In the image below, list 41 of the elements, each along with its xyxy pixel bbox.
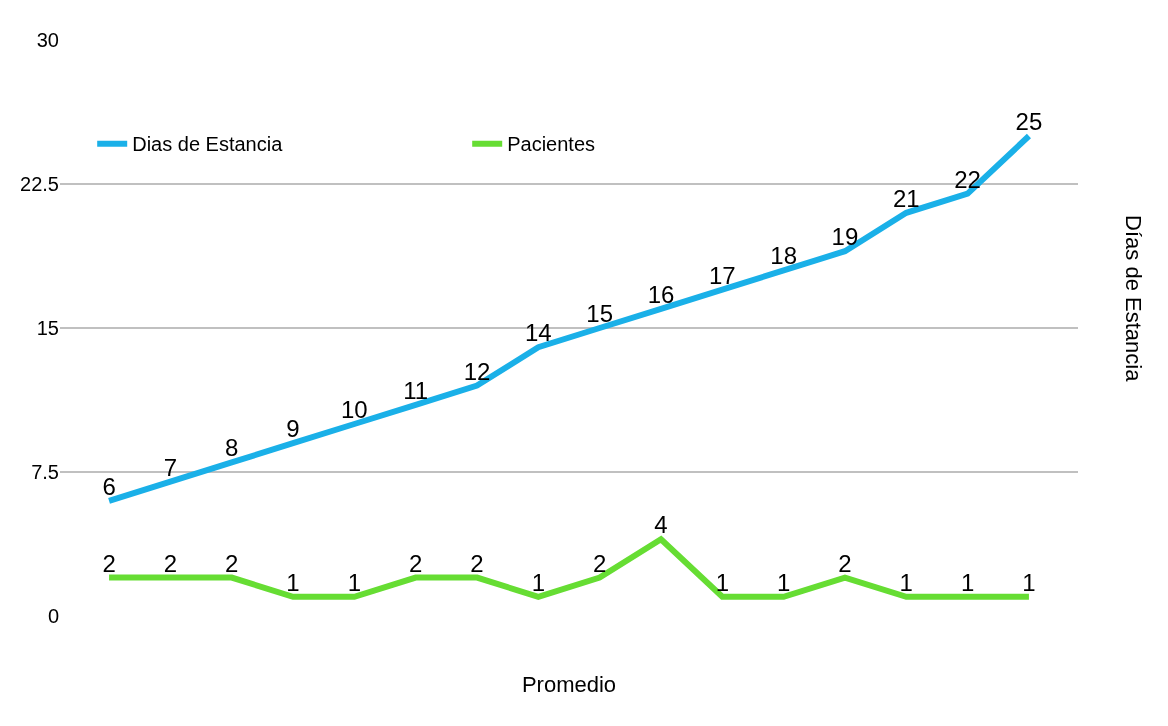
data-label: 22 <box>954 165 981 193</box>
y-tick-label: 15 <box>36 317 59 339</box>
y-tick-label: 30 <box>36 29 59 51</box>
data-label: 18 <box>770 242 797 270</box>
data-label: 1 <box>1022 568 1036 596</box>
data-label: 1 <box>286 568 300 596</box>
data-label: 1 <box>531 568 546 596</box>
data-label: 11 <box>403 376 429 404</box>
data-label: 21 <box>892 184 920 212</box>
data-label: 2 <box>592 549 607 577</box>
data-label: 19 <box>831 223 859 251</box>
y-tick-label: 7.5 <box>31 461 59 483</box>
data-label: 1 <box>347 568 362 596</box>
y-tick-label: 22.5 <box>20 173 59 195</box>
y-tick-label: 0 <box>47 605 59 627</box>
x-axis-title: Promedio <box>521 671 617 697</box>
data-label: 12 <box>463 357 491 385</box>
data-label: 16 <box>647 280 675 308</box>
data-label: 8 <box>225 434 239 462</box>
data-label: 4 <box>654 511 668 539</box>
data-label: 7 <box>163 453 178 481</box>
data-label: 2 <box>102 549 116 577</box>
data-label: 1 <box>715 568 729 596</box>
data-label: 9 <box>286 415 300 443</box>
data-label: 17 <box>708 261 736 289</box>
data-label: 14 <box>524 319 552 347</box>
legend-label: Dias de Estancia <box>132 133 284 156</box>
data-label: 2 <box>470 549 484 577</box>
data-label: 10 <box>341 396 368 423</box>
data-label: 2 <box>409 549 423 577</box>
data-label: 1 <box>899 568 913 596</box>
data-label: 6 <box>102 472 116 500</box>
y-axis-title: Días de Estancia <box>1120 215 1146 383</box>
data-label: 1 <box>776 568 791 596</box>
data-label: 2 <box>163 549 178 577</box>
data-label: 15 <box>586 300 614 327</box>
data-label: 25 <box>1015 108 1043 135</box>
data-label: 2 <box>838 549 852 577</box>
data-label: 2 <box>225 549 239 577</box>
data-label: 1 <box>960 568 975 596</box>
legend-label: Pacientes <box>507 133 596 156</box>
